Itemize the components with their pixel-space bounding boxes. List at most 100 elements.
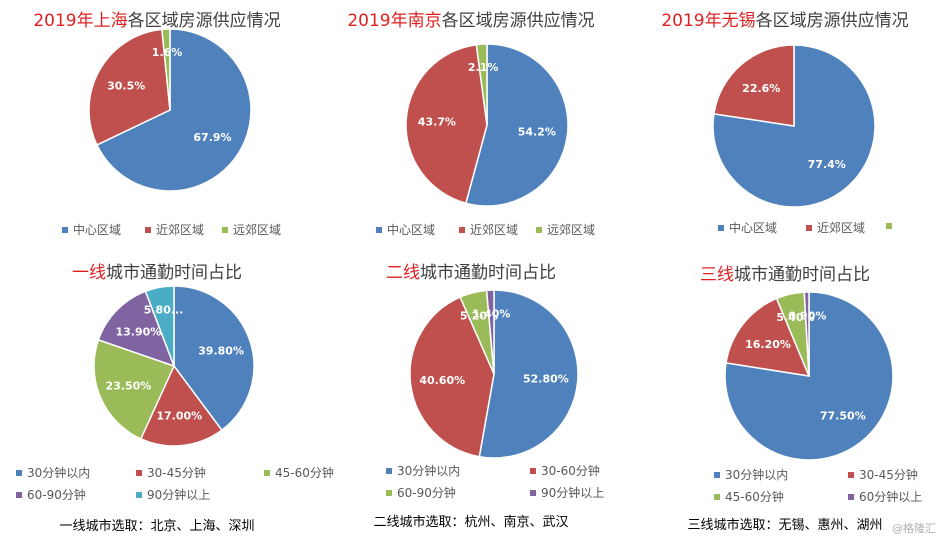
pie-slice: [478, 289, 579, 459]
legend-swatch: [848, 493, 854, 500]
pie-slice: [97, 290, 176, 368]
pie-slice: [144, 285, 175, 367]
legend-swatch: [718, 224, 724, 231]
slice-label: 77.50%: [820, 410, 866, 423]
legend-swatch: [62, 226, 68, 233]
legend-swatch: [714, 493, 720, 500]
legend-item: 近郊区域: [459, 221, 518, 238]
pie-slice: [725, 297, 811, 377]
legend-label: 近郊区域: [470, 223, 519, 237]
legend-swatch: [530, 489, 536, 496]
chart-panel-tier1: 一线城市通勤时间占比 39.80% 17.00% 23.50% 13.90% 5.80.…: [0, 263, 334, 544]
legend-item: 30-45分钟: [848, 466, 918, 483]
pie-slice: [724, 291, 894, 461]
legend-item: 中心区域: [718, 219, 777, 236]
pie-slice: [139, 364, 223, 447]
chart-panel-wuxi: 2019年无锡各区域房源供应情况 77.4% 22.6% 中心区域 近郊区域: [628, 0, 942, 272]
legend-swatch: [386, 489, 392, 496]
chart-footnote: 三线城市选取：无锡、惠州、湖州: [687, 518, 883, 533]
pie-chart: 52.80%40.60%5.20%1.40%: [409, 289, 579, 459]
slice-label: 1.6%: [152, 46, 183, 59]
pie-slice: [88, 28, 171, 146]
chart-panel-tier3: 三线城市通勤时间占比 77.50% 16.20% 5.40% 0.90% 30分钟以内…: [628, 265, 942, 544]
legend-swatch: [536, 226, 542, 233]
legend-label: 30-45分钟: [147, 466, 206, 480]
legend-item: 30-45分钟: [136, 464, 206, 481]
legend-label: 30-45分钟: [859, 468, 918, 482]
pie-chart: 54.2% 43.7% 2.1%: [405, 43, 569, 207]
legend-item: 30分钟以内: [16, 464, 90, 481]
legend-swatch: [222, 226, 228, 233]
legend-swatch: [386, 467, 392, 474]
legend-item: 近郊区域: [145, 221, 204, 238]
legend-item: 远郊区域: [222, 221, 281, 238]
chart-title: 一线城市通勤时间占比: [72, 263, 242, 283]
slice-label: 1.40%: [472, 308, 510, 321]
pie-slice: [405, 43, 488, 205]
legend-label: 90分钟以上: [147, 488, 211, 502]
slice-label: 67.9%: [193, 131, 231, 144]
pie-chart: 77.4% 22.6%: [712, 44, 876, 208]
legend-item: 中心区域: [376, 221, 435, 238]
chart-panel-tier2: 二线城市通勤时间占比 52.80% 40.60% 5.20% 1.40% 30分钟以内…: [314, 263, 628, 544]
legend-item: 60分钟以上: [848, 488, 922, 505]
slice-label: 30.5%: [107, 79, 145, 92]
legend-item: 远郊区域: [536, 221, 595, 238]
pie-slice: [485, 289, 495, 375]
legend-item: 近郊区域: [806, 219, 865, 236]
slice-label: 43.7%: [418, 116, 456, 129]
pie-slice: [173, 285, 255, 432]
legend-swatch: [806, 224, 812, 231]
chart-title: 2019年上海各区域房源供应情况: [33, 11, 281, 31]
pie-slice: [464, 43, 569, 207]
legend-item: 90分钟以上: [136, 486, 210, 503]
legend-swatch: [886, 222, 892, 229]
pie-slice: [409, 296, 495, 458]
slice-label: 40.60%: [419, 374, 465, 387]
legend-item: 90分钟以上: [530, 484, 604, 501]
pie-chart: 67.9% 30.5% 1.6%: [88, 28, 252, 192]
pie-slice: [161, 28, 171, 111]
legend-item: 30-60分钟: [530, 462, 600, 479]
pie-slice: [713, 44, 795, 127]
chart-title: 二线城市通勤时间占比: [386, 263, 556, 283]
slice-label: 16.20%: [745, 338, 791, 351]
legend-item: [886, 219, 897, 233]
legend-item: 45-60分钟: [714, 488, 784, 505]
legend-label: 45-60分钟: [275, 466, 334, 480]
slice-label: 2.1%: [468, 61, 499, 74]
legend-item: 中心区域: [62, 221, 121, 238]
slice-label: 0.90%: [788, 310, 826, 323]
slice-label: 22.6%: [742, 82, 780, 95]
chart-title: 三线城市通勤时间占比: [700, 265, 870, 285]
slice-label: 77.4%: [808, 158, 846, 171]
slice-label: 39.80%: [198, 344, 244, 357]
legend-label: 中心区域: [387, 223, 436, 237]
chart-footnote: 一线城市选取：北京、上海、深圳: [59, 519, 255, 534]
pie-slice: [803, 291, 810, 377]
chart-title: 2019年南京各区域房源供应情况: [347, 11, 595, 31]
chart-panel-nanjing: 2019年南京各区域房源供应情况 54.2% 43.7% 2.1% 中心区域 近郊区域…: [314, 0, 628, 272]
pie-chart: 77.50%16.20%5.40%0.90%: [724, 291, 894, 461]
legend-label: 30分钟以内: [725, 468, 789, 482]
legend-item: 45-60分钟: [264, 464, 334, 481]
legend-item: 60-90分钟: [386, 484, 456, 501]
legend-label: 近郊区域: [156, 223, 205, 237]
slice-label: 13.90%: [115, 325, 161, 338]
chart-footnote: 二线城市选取：杭州、南京、武汉: [373, 515, 569, 530]
slice-label: 17.00%: [156, 409, 202, 422]
pie-chart: 39.80% 17.00% 23.50% 13.90% 5.80...: [93, 285, 255, 447]
legend-label: 30分钟以内: [27, 466, 91, 480]
legend-item: 60-90分钟: [16, 486, 86, 503]
slice-label: 54.2%: [518, 126, 556, 139]
pie-slice: [475, 43, 488, 126]
chart-panel-shanghai: 2019年上海各区域房源供应情况 67.9% 30.5% 1.6% 中心区域 近郊区域…: [0, 0, 314, 272]
legend-swatch: [530, 467, 536, 474]
pie-slice: [93, 338, 176, 440]
legend-label: 远郊区域: [547, 223, 596, 237]
legend-label: 60-90分钟: [397, 486, 456, 500]
chart-title: 2019年无锡各区域房源供应情况: [661, 11, 909, 31]
legend-swatch: [16, 491, 22, 498]
slice-label: 23.50%: [106, 380, 152, 393]
legend-item: 30分钟以内: [386, 462, 460, 479]
